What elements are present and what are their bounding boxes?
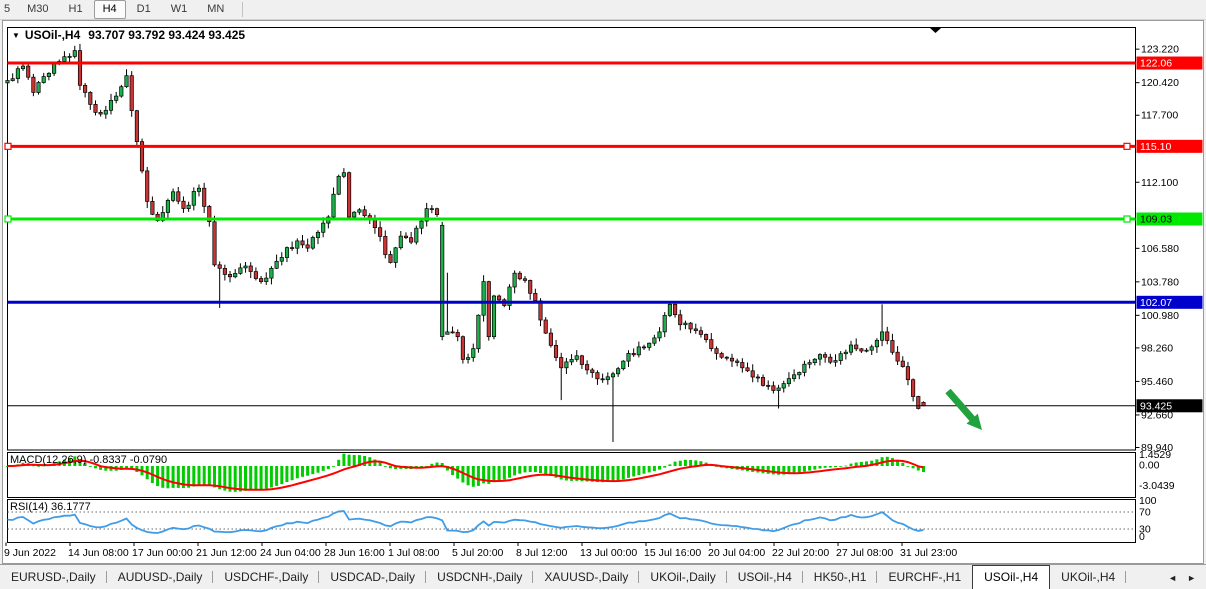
time-axis-label: 21 Jun 12:00 <box>196 547 257 559</box>
macd-signal-line <box>7 459 924 491</box>
toolbar-separator <box>242 2 244 17</box>
time-axis-label: 5 Jul 20:00 <box>452 547 504 559</box>
time-axis-label: 17 Jun 00:00 <box>132 547 193 559</box>
tab-xauusddaily[interactable]: XAUUSD-,Daily <box>533 565 640 589</box>
hline-price-label: 109.03 <box>1140 213 1172 225</box>
chart-title: ▼ USOil-,H4 93.707 93.792 93.424 93.425 <box>12 28 245 42</box>
rsi-scale-label: 0 <box>1139 531 1145 543</box>
rsi-scale-label: 70 <box>1139 507 1151 519</box>
time-axis-label: 31 Jul 23:00 <box>900 547 957 559</box>
price-tick-label: 103.780 <box>1141 276 1179 288</box>
price-tick-label: 106.580 <box>1141 243 1179 255</box>
timeframe-button-5[interactable]: 5 <box>4 3 11 15</box>
hline-handle-left <box>4 215 12 223</box>
macd-indicator-label: MACD(12,26,9) -0.8337 -0.0790 <box>10 454 168 466</box>
hline-price-label: 102.07 <box>1140 297 1172 309</box>
price-tick-label: 120.420 <box>1141 77 1179 89</box>
macd-scale-min: -3.0439 <box>1139 480 1175 492</box>
tab-usdchfdaily[interactable]: USDCHF-,Daily <box>213 565 320 589</box>
timeframe-button-h4[interactable]: H4 <box>93 0 126 19</box>
tab-ukoildaily[interactable]: UKOil-,Daily <box>639 565 728 589</box>
tab-usdcnhdaily[interactable]: USDCNH-,Daily <box>426 565 534 589</box>
time-axis-label: 27 Jul 08:00 <box>836 547 893 559</box>
macd-scale-zero: 0.00 <box>1139 460 1160 472</box>
down-arrow-shaft <box>945 388 977 424</box>
hline-price-label: 122.06 <box>1140 58 1172 70</box>
price-tick-label: 112.100 <box>1141 177 1178 189</box>
tab-usoilh4[interactable]: USOil-,H4 <box>727 565 803 589</box>
candlesticks <box>5 43 926 442</box>
time-axis-label: 13 Jul 00:00 <box>580 547 637 559</box>
chart-shift-marker-icon <box>930 28 941 33</box>
tab-eurusddaily[interactable]: EURUSD-,Daily <box>0 565 107 589</box>
time-axis-label: 24 Jun 04:00 <box>260 547 321 559</box>
price-tick-label: 100.980 <box>1141 310 1179 322</box>
price-tick-label: 89.940 <box>1141 442 1173 454</box>
rsi-scale-label: 100 <box>1139 495 1157 507</box>
timeframe-button-m30[interactable]: M30 <box>27 3 49 15</box>
price-tick-label: 123.220 <box>1141 44 1179 56</box>
price-tick-label: 98.260 <box>1141 342 1173 354</box>
timeframe-toolbar: 5 M30 H1 H4 D1 W1 MN <box>0 0 1206 20</box>
macd-scale-max: 1.4529 <box>1139 449 1171 461</box>
hline-handle-right <box>1123 142 1131 150</box>
tab-scroll-right-icon[interactable]: ► <box>1187 572 1196 583</box>
tab-ukoilh4[interactable]: UKOil-,H4 <box>1050 565 1127 589</box>
timeframe-button-w1[interactable]: W1 <box>170 3 188 15</box>
tab-audusddaily[interactable]: AUDUSD-,Daily <box>107 565 214 589</box>
tab-active-usoilh4[interactable]: USOil-,H4 <box>972 565 1051 589</box>
down-arrow-icon[interactable] <box>966 413 983 430</box>
hline-price-label: 115.10 <box>1140 141 1171 153</box>
timeframe-button-h1[interactable]: H1 <box>68 3 83 15</box>
hline-handle-right <box>1123 215 1131 223</box>
rsi-scale-label: 30 <box>1139 524 1151 536</box>
price-tick-label: 117.700 <box>1141 110 1178 122</box>
time-axis-label: 14 Jun 08:00 <box>68 547 129 559</box>
time-axis-label: 20 Jul 04:00 <box>708 547 765 559</box>
symbol-tab-bar: EURUSD-,Daily AUDUSD-,Daily USDCHF-,Daily U… <box>0 564 1206 589</box>
time-axis-label: 15 Jul 16:00 <box>644 547 701 559</box>
timeframe-button-mn[interactable]: MN <box>207 3 225 15</box>
chart-symbol: USOil-,H4 <box>24 28 81 42</box>
rsi-line <box>7 510 924 534</box>
hline-handle-left <box>4 142 12 150</box>
tab-scroll-left-icon[interactable]: ◄ <box>1168 572 1178 583</box>
current-price-label: 93.425 <box>1140 400 1172 412</box>
time-axis-label: 1 Jul 08:00 <box>388 547 440 559</box>
time-axis-label: 28 Jun 16:00 <box>324 547 385 559</box>
tab-hk50h1[interactable]: HK50-,H1 <box>803 565 878 589</box>
rsi-indicator-label: RSI(14) 36.1777 <box>10 501 91 513</box>
timeframe-button-d1[interactable]: D1 <box>136 3 151 15</box>
time-axis-label: 9 Jun 2022 <box>4 547 56 559</box>
tab-usdcaddaily[interactable]: USDCAD-,Daily <box>319 565 426 589</box>
time-axis-label: 8 Jul 12:00 <box>516 547 568 559</box>
time-axis-label: 22 Jul 20:00 <box>772 547 829 559</box>
tab-eurchfh1[interactable]: EURCHF-,H1 <box>888 570 962 584</box>
price-tick-label: 95.460 <box>1141 376 1173 388</box>
chart-ohlc-values: 93.707 93.792 93.424 93.425 <box>88 28 246 42</box>
price-tick-label: 92.660 <box>1141 409 1173 421</box>
symbol-dropdown-icon[interactable]: ▼ <box>12 31 20 40</box>
